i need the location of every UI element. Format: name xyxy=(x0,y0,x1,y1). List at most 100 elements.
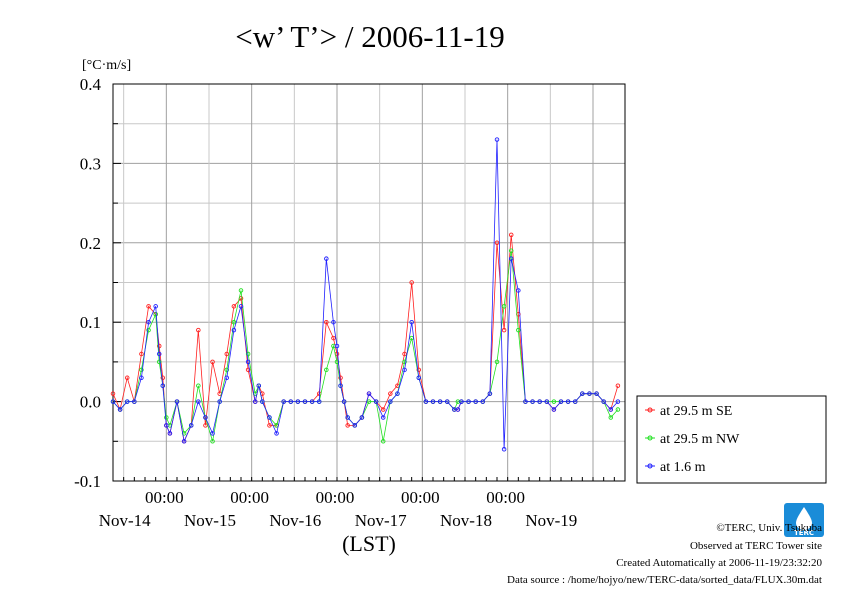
y-tick-label: 0.0 xyxy=(80,393,101,412)
y-tick-label: 0.4 xyxy=(80,75,102,94)
data-point xyxy=(359,415,365,420)
logo-text: TERC xyxy=(794,529,814,537)
data-point xyxy=(455,407,461,412)
data-point xyxy=(608,407,614,412)
data-point xyxy=(501,446,507,452)
data-point xyxy=(430,399,436,404)
data-point xyxy=(508,248,514,253)
data-point xyxy=(260,399,265,404)
data-point xyxy=(217,399,222,404)
legend-marker xyxy=(647,463,653,469)
data-point xyxy=(466,399,471,404)
data-point xyxy=(395,391,400,396)
data-point xyxy=(480,399,486,404)
data-point xyxy=(409,319,414,325)
x-date-label: Nov-16 xyxy=(269,511,321,530)
data-point xyxy=(196,399,201,404)
data-point xyxy=(124,399,130,404)
data-point xyxy=(164,423,169,428)
data-point xyxy=(132,399,137,404)
data-point xyxy=(551,407,557,412)
data-point xyxy=(267,423,272,428)
data-point xyxy=(565,399,571,404)
data-point xyxy=(160,375,166,381)
data-point xyxy=(444,399,450,404)
data-point xyxy=(174,399,180,404)
data-point xyxy=(587,391,592,396)
data-point xyxy=(252,399,258,404)
data-point xyxy=(345,423,350,428)
data-point xyxy=(196,383,201,388)
data-point xyxy=(437,399,443,404)
data-point xyxy=(324,319,329,325)
data-point xyxy=(203,415,208,420)
x-axis-label: (LST) xyxy=(342,531,396,556)
data-point xyxy=(224,351,230,357)
data-point xyxy=(402,367,407,373)
source-text: Data source : /home/hojyo/new/TERC-data/… xyxy=(507,574,822,586)
data-point xyxy=(345,415,350,420)
data-point xyxy=(110,399,116,404)
data-point xyxy=(516,288,521,293)
data-point xyxy=(256,383,262,388)
x-time-label: 00:00 xyxy=(486,488,525,507)
data-point xyxy=(594,391,599,396)
x-time-label: 00:00 xyxy=(230,488,269,507)
data-point xyxy=(331,319,336,325)
data-point xyxy=(295,399,301,404)
data-point xyxy=(146,304,151,309)
data-point xyxy=(508,256,514,261)
data-point xyxy=(523,399,528,404)
data-point xyxy=(558,399,564,404)
data-point xyxy=(487,391,493,396)
x-date-label: Nov-18 xyxy=(440,511,492,530)
data-point xyxy=(124,375,130,381)
data-point xyxy=(572,399,578,404)
y-axis-ticks: -0.1 0.0 0.1 0.2 0.3 0.4 xyxy=(74,75,121,491)
data-point xyxy=(324,256,329,261)
data-point xyxy=(516,327,521,333)
data-point xyxy=(167,431,173,436)
data-point xyxy=(146,327,151,333)
x-date-label: Nov-17 xyxy=(355,511,407,530)
data-point xyxy=(537,399,542,404)
data-point xyxy=(156,351,162,357)
x-date-label: Nov-15 xyxy=(184,511,236,530)
data-point xyxy=(324,367,329,373)
data-point xyxy=(380,439,386,444)
x-date-label: Nov-14 xyxy=(99,511,151,530)
data-point xyxy=(153,312,158,317)
data-point xyxy=(110,391,116,396)
legend-marker xyxy=(647,407,653,413)
series-line xyxy=(112,139,619,450)
data-point xyxy=(380,407,386,412)
data-point xyxy=(181,439,187,444)
data-point xyxy=(156,359,162,365)
data-point xyxy=(188,423,194,428)
data-point xyxy=(580,391,585,396)
data-point xyxy=(338,375,343,381)
data-point xyxy=(366,399,372,404)
data-point xyxy=(146,319,151,325)
legend-label: at 1.6 m xyxy=(660,460,706,475)
data-point xyxy=(224,375,230,381)
data-point xyxy=(380,415,386,420)
data-point xyxy=(210,359,215,365)
legend xyxy=(636,395,827,484)
data-point xyxy=(210,431,215,436)
data-point xyxy=(281,399,286,404)
data-point xyxy=(231,327,237,333)
data-point xyxy=(231,304,237,309)
data-point xyxy=(210,439,215,444)
data-point xyxy=(302,399,308,404)
chart-title: <w’ T’> / 2006-11-19 xyxy=(235,19,504,54)
data-point xyxy=(544,399,550,404)
data-point xyxy=(501,304,507,309)
series-group xyxy=(110,137,621,452)
grid-lines xyxy=(113,83,625,482)
data-point xyxy=(139,367,144,373)
legend-marker xyxy=(647,435,653,441)
series-group xyxy=(110,248,621,444)
y-tick-label: 0.3 xyxy=(80,154,101,173)
data-point xyxy=(331,335,336,341)
